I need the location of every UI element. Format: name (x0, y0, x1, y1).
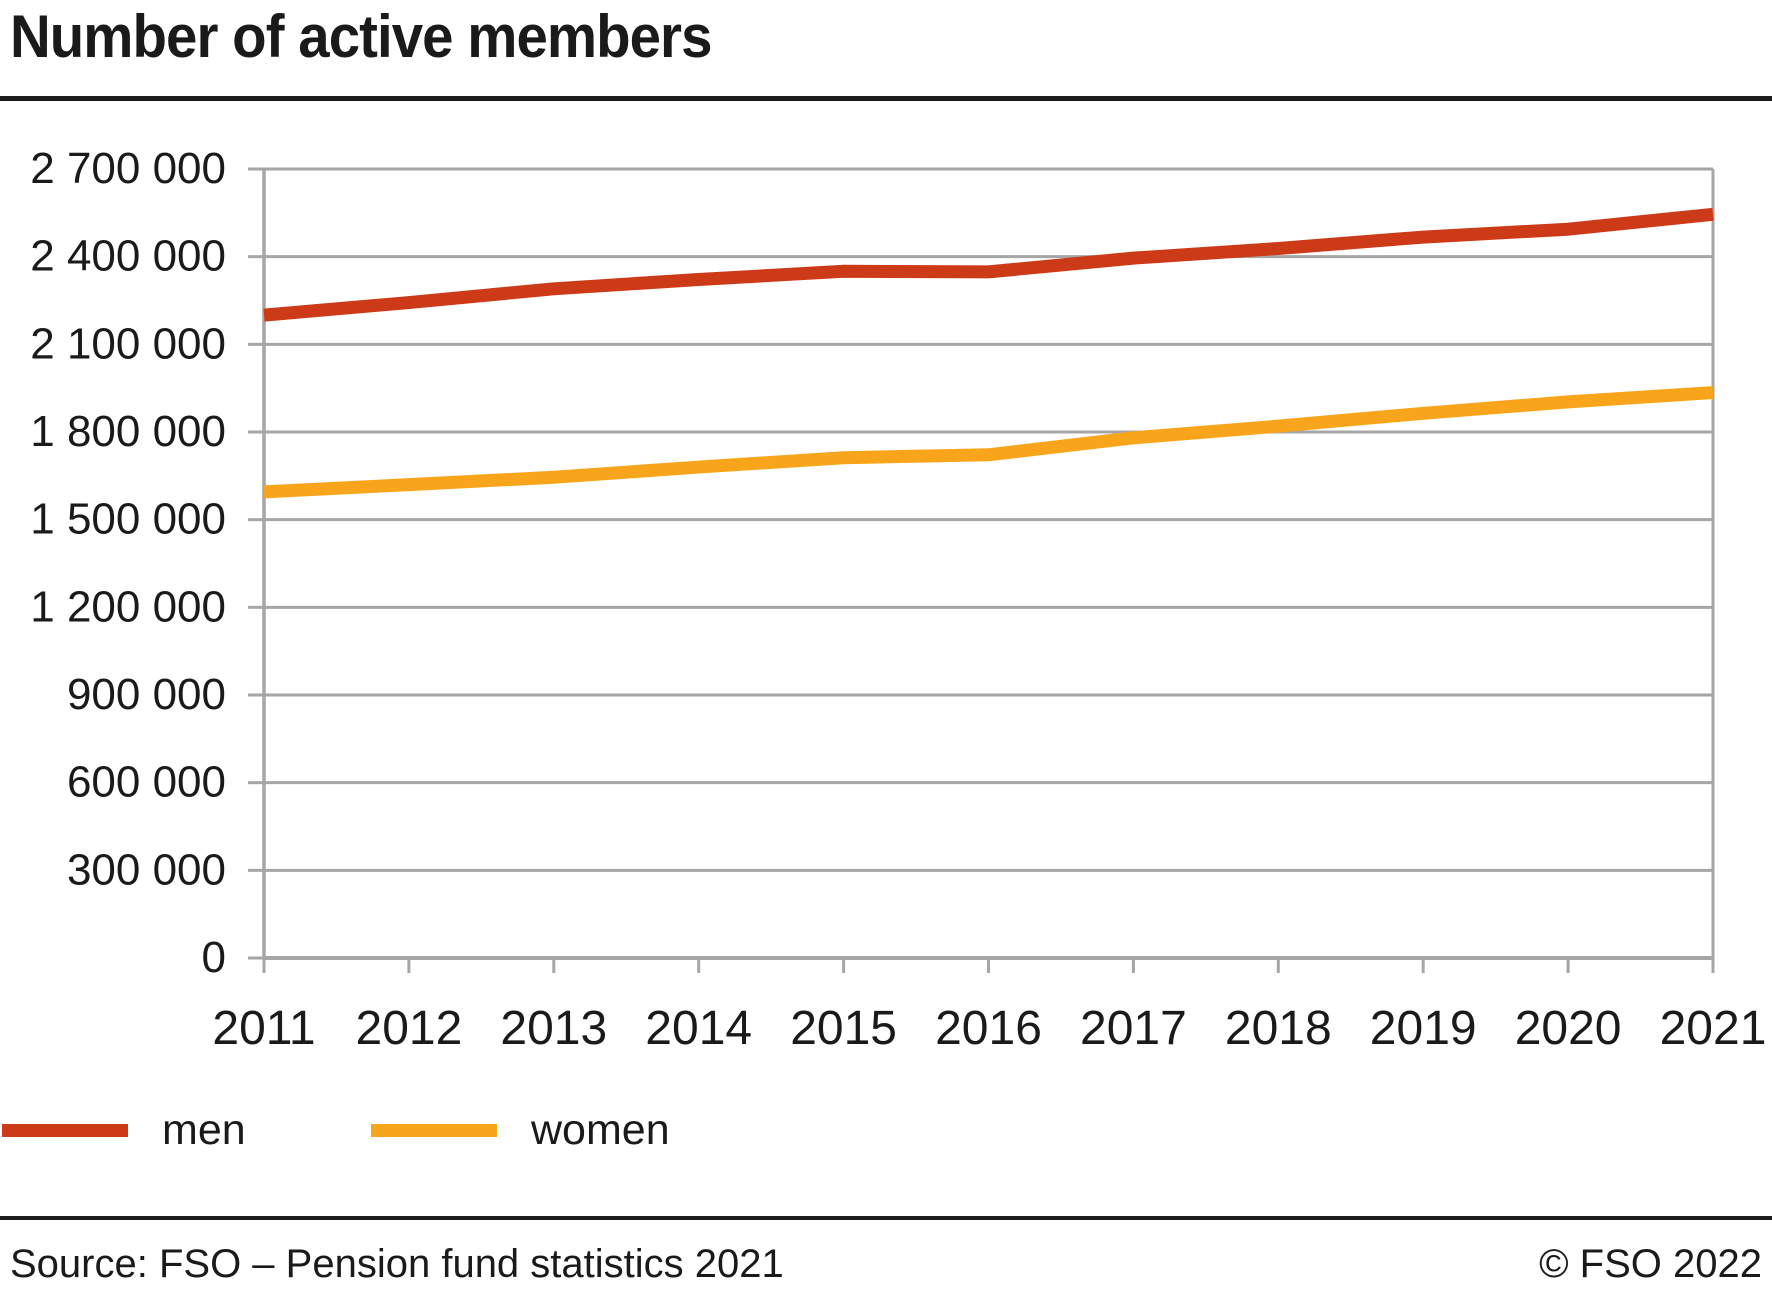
y-tick-label: 1 500 000 (30, 495, 226, 544)
footer-divider (0, 1216, 1772, 1220)
legend-item-women: women (371, 1105, 670, 1154)
x-tick-label: 2016 (935, 1002, 1042, 1055)
legend-item-men: men (2, 1105, 246, 1154)
legend-label-men: men (162, 1105, 246, 1154)
y-tick-label: 2 700 000 (30, 144, 226, 193)
x-tick-label: 2015 (790, 1002, 897, 1055)
x-tick-label: 2020 (1515, 1002, 1622, 1055)
source-text: Source: FSO – Pension fund statistics 20… (10, 1242, 784, 1286)
legend-swatch-women (371, 1123, 497, 1137)
series-line-women (263, 386, 1714, 499)
y-tick-label: 900 000 (67, 670, 226, 719)
y-tick-label: 600 000 (67, 758, 226, 807)
copyright-text: © FSO 2022 (1539, 1242, 1762, 1286)
y-tick-label: 1 200 000 (30, 582, 226, 631)
x-tick-label: 2017 (1080, 1002, 1187, 1055)
x-tick-label: 2013 (500, 1002, 607, 1055)
chart-title: Number of active members (10, 3, 712, 70)
x-tick-label: 2012 (356, 1002, 463, 1055)
line-chart: 0 300 000 600 000 900 000 1 200 000 1 500 000… (30, 144, 1767, 1055)
legend-label-women: women (531, 1105, 670, 1154)
y-tick-label: 2 400 000 (30, 232, 226, 281)
x-tick-label: 2014 (645, 1002, 752, 1055)
y-tick-label: 0 (202, 933, 226, 982)
legend-swatch-men (2, 1123, 128, 1137)
x-tick-label: 2018 (1225, 1002, 1332, 1055)
series-line-men (263, 207, 1714, 322)
y-tick-label: 1 800 000 (30, 407, 226, 456)
x-tick-label: 2019 (1370, 1002, 1477, 1055)
x-tick-label: 2021 (1660, 1002, 1767, 1055)
title-divider (0, 96, 1772, 101)
legend: men women (0, 1105, 1772, 1158)
y-tick-label: 300 000 (67, 845, 226, 894)
x-tick-label: 2011 (212, 1002, 315, 1055)
y-tick-label: 2 100 000 (30, 319, 226, 368)
